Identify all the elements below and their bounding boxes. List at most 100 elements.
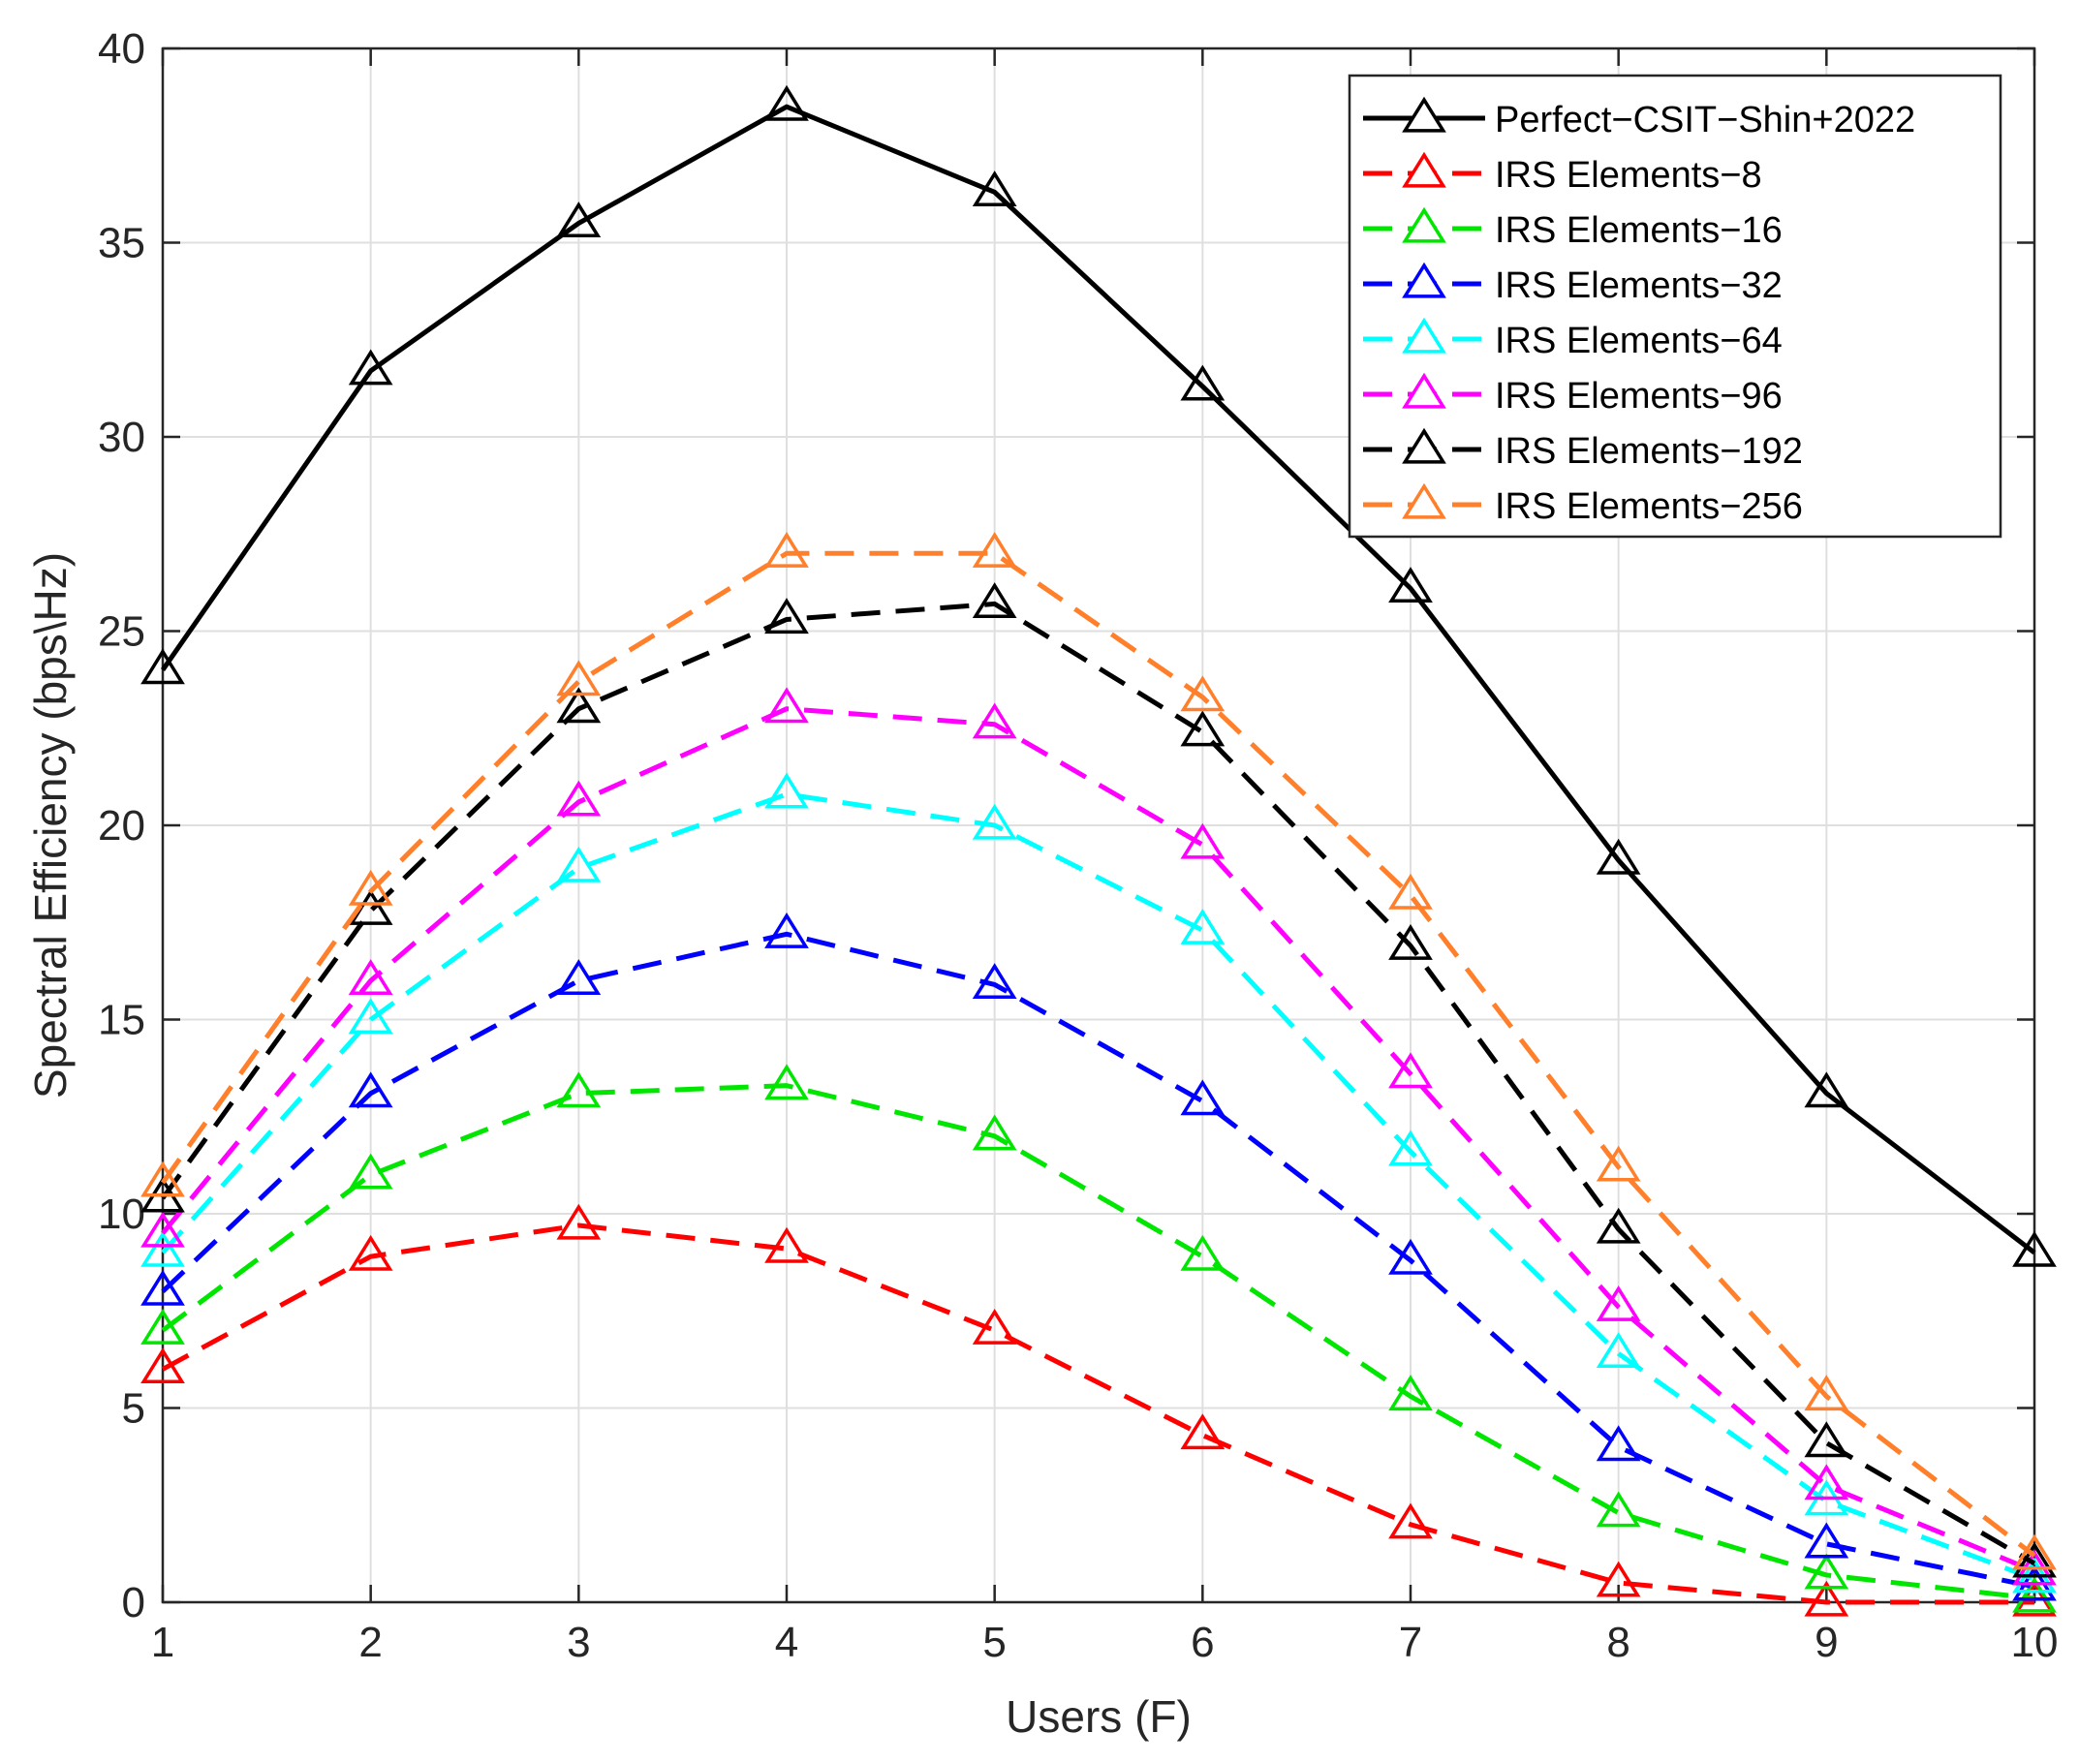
data-point-marker <box>1596 838 1641 875</box>
x-tick-label: 9 <box>1815 1619 1838 1666</box>
data-point-marker <box>2012 1576 2057 1613</box>
series-5 <box>140 687 2057 1586</box>
data-point-marker <box>972 170 1017 206</box>
legend-label: IRS Elements−8 <box>1495 155 1762 196</box>
data-point-marker <box>140 648 185 685</box>
x-tick-label: 5 <box>982 1619 1006 1666</box>
legend-marker <box>1402 206 1446 243</box>
data-point-marker <box>764 912 809 948</box>
data-point-marker <box>1388 1130 1433 1166</box>
y-tick-label: 20 <box>98 802 145 850</box>
data-point-marker <box>556 959 602 995</box>
series-6 <box>140 582 2057 1578</box>
y-axis-label: Spectral Efficiency (bps\Hz) <box>25 552 76 1099</box>
data-point-marker <box>1804 1522 1849 1559</box>
y-tick-label: 5 <box>122 1385 145 1433</box>
data-point-marker <box>1596 1284 1641 1321</box>
series-1 <box>140 1203 2057 1617</box>
series-line <box>161 706 2035 1574</box>
data-point-marker <box>556 780 602 817</box>
series-line <box>160 601 2036 1566</box>
x-tick-label: 1 <box>151 1619 174 1666</box>
series-line <box>161 1083 2035 1601</box>
data-point-marker <box>972 803 1017 840</box>
data-point-marker <box>348 869 393 906</box>
legend: Perfect−CSIT−Shin+2022 IRS Elements−8 IRS … <box>1348 74 2002 539</box>
data-point-marker <box>140 1161 185 1197</box>
legend-marker <box>1402 482 1446 519</box>
legend-box <box>1348 74 2002 539</box>
data-point-marker <box>764 772 809 809</box>
data-point-marker <box>348 998 393 1035</box>
data-point-marker <box>1180 710 1226 747</box>
series-line <box>161 791 2035 1582</box>
data-point-marker <box>140 1309 185 1345</box>
data-point-marker <box>140 1230 185 1267</box>
series-line <box>160 550 2036 1558</box>
data-point-marker <box>972 1309 1017 1345</box>
data-point-marker <box>2012 1533 2057 1570</box>
data-point-marker <box>556 1071 602 1108</box>
data-point-marker <box>348 959 393 995</box>
legend-label: IRS Elements−16 <box>1495 210 1783 251</box>
legend-marker <box>1402 372 1446 409</box>
data-point-marker <box>556 1203 602 1240</box>
data-point-marker <box>1596 1207 1641 1244</box>
data-point-marker <box>1804 1375 1849 1411</box>
data-point-marker <box>1180 1413 1226 1450</box>
y-tick-label: 0 <box>122 1579 145 1626</box>
data-point-marker <box>556 846 602 882</box>
series-line <box>161 931 2035 1590</box>
data-point-marker <box>348 1153 393 1190</box>
data-point-marker <box>1388 873 1433 910</box>
data-point-marker <box>1804 1421 1849 1458</box>
legend-marker <box>1402 262 1446 298</box>
series-4 <box>140 772 2057 1594</box>
data-point-marker <box>1804 1553 1849 1590</box>
data-point-marker <box>1388 567 1433 603</box>
data-point-marker <box>764 84 809 121</box>
data-point-marker <box>1804 1071 1849 1108</box>
data-point-marker <box>1596 1561 1641 1597</box>
data-point-marker <box>556 201 602 238</box>
data-point-marker <box>1596 1491 1641 1528</box>
data-point-marker <box>972 702 1017 739</box>
data-point-marker <box>1596 1425 1641 1462</box>
data-point-marker <box>972 582 1017 619</box>
y-tick-label: 30 <box>98 414 145 461</box>
data-point-marker <box>140 1347 185 1383</box>
data-point-marker <box>972 963 1017 1000</box>
data-point-marker <box>1388 924 1433 960</box>
legend-marker <box>1402 151 1446 188</box>
series-7 <box>140 532 2057 1570</box>
y-tick-label: 35 <box>98 220 145 267</box>
data-point-marker <box>1180 908 1226 944</box>
data-point-marker <box>764 598 809 634</box>
data-point-marker <box>1180 822 1226 859</box>
legend-label: IRS Elements−64 <box>1495 321 1783 361</box>
legend-marker <box>1402 427 1446 464</box>
data-point-marker <box>556 687 602 724</box>
y-tick-label: 10 <box>98 1191 145 1238</box>
data-point-marker <box>1804 1464 1849 1501</box>
data-point-marker <box>2012 1541 2057 1578</box>
x-tick-label: 6 <box>1191 1619 1214 1666</box>
data-point-marker <box>348 1071 393 1108</box>
axes: 1 2 3 4 5 6 7 8 9 10 0 5 10 15 20 25 30 35 40 <box>98 25 2058 1666</box>
data-point-marker <box>1388 1052 1433 1089</box>
data-point-marker <box>1804 1580 1849 1617</box>
legend-marker <box>1402 317 1446 354</box>
series-2 <box>140 1064 2057 1613</box>
data-point-marker <box>1180 364 1226 401</box>
legend-label: IRS Elements−96 <box>1495 376 1783 417</box>
x-tick-label: 7 <box>1399 1619 1422 1666</box>
data-point-marker <box>556 660 602 696</box>
data-point-marker <box>1180 1079 1226 1116</box>
legend-label: IRS Elements−32 <box>1495 265 1783 306</box>
data-point-marker <box>2012 1230 2057 1267</box>
x-tick-label: 2 <box>358 1619 382 1666</box>
x-tick-label: 4 <box>775 1619 798 1666</box>
legend-label: IRS Elements−256 <box>1495 486 1803 527</box>
data-point-marker <box>1388 1375 1433 1411</box>
